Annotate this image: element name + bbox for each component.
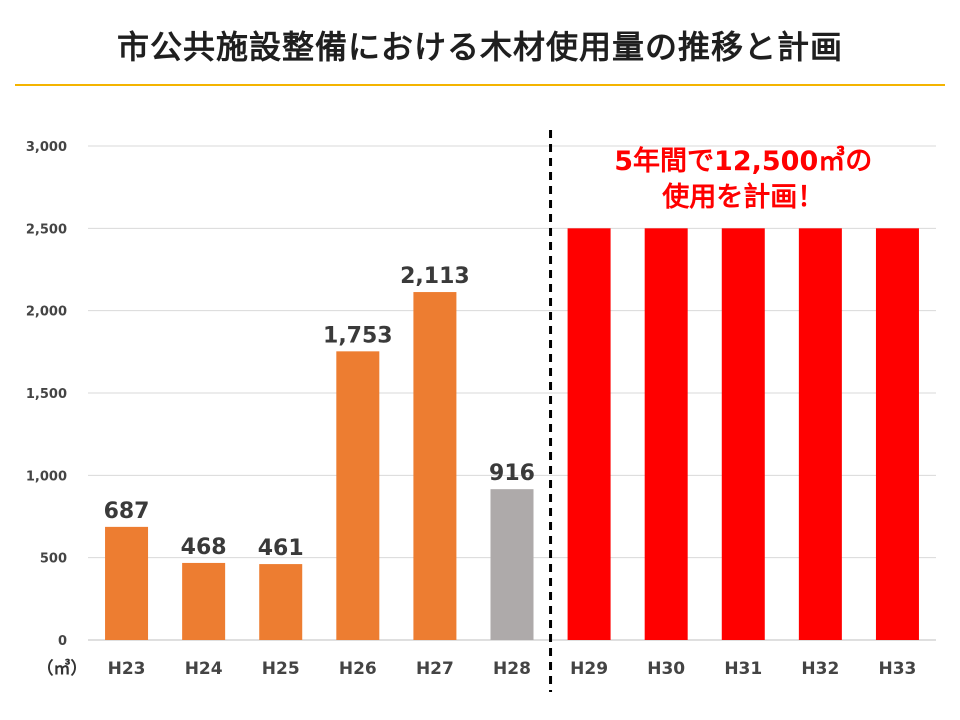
y-tick-label: 3,000 [26,140,67,155]
bar-h32 [798,228,842,641]
x-tick-label: H23 [108,659,146,679]
bar-h25 [259,564,303,640]
bar-h28 [490,489,534,640]
y-tick-label: 1,000 [26,469,67,484]
data-label: 1,753 [323,323,393,348]
data-label: 687 [104,499,150,524]
bar-h24 [182,562,226,640]
data-label: 468 [181,535,227,560]
plan-annotation-line1: 5年間で12,500㎥の [614,145,872,177]
x-tick-label: H25 [262,659,300,679]
x-tick-label: H26 [339,659,377,679]
x-tick-label: H29 [570,659,608,679]
data-label: 2,113 [400,264,470,289]
data-label: 461 [258,536,304,561]
y-tick-label: 500 [40,552,67,567]
unit-label: （㎥） [37,658,88,679]
x-tick-label: H24 [185,659,223,679]
x-tick-label: H27 [416,659,454,679]
y-tick-label: 2,000 [26,305,67,320]
bar-h23 [105,526,149,640]
title-underline [15,84,945,86]
x-tick-label: H30 [647,659,685,679]
x-tick-label: H32 [801,659,839,679]
x-tick-label: H33 [879,659,917,679]
data-label: 916 [489,461,535,486]
y-tick-label: 1,500 [26,387,67,402]
x-tick-label: H31 [724,659,762,679]
bar-h26 [336,351,380,640]
bar-h29 [567,228,611,641]
y-tick-label: 2,500 [26,222,67,237]
plan-annotation-line2: 使用を計画！ [661,181,824,213]
bar-h31 [721,228,765,641]
bar-h30 [644,228,688,641]
x-tick-label: H28 [493,659,531,679]
bar-h27 [413,292,457,640]
y-tick-label: 0 [58,634,67,649]
chart-title: 市公共施設整備における木材使用量の推移と計画 [116,28,843,66]
bar-h33 [875,228,919,641]
